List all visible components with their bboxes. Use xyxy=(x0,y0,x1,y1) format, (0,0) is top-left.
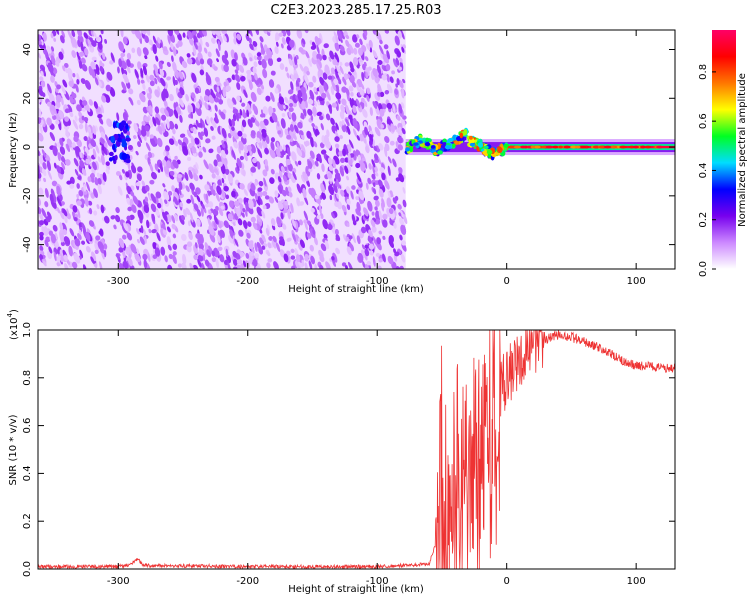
svg-text:(x104): (x104) xyxy=(6,309,20,340)
heatmap-cell xyxy=(118,137,122,142)
snr-multiplier-base: (x10 xyxy=(9,317,20,340)
y-tick-label: -40 xyxy=(22,236,33,252)
colorbar-tick-label: 0.0 xyxy=(698,261,709,277)
heatmap-cell xyxy=(109,152,114,156)
heatmap-cell xyxy=(497,147,503,153)
colorbar-tick-label: 0.8 xyxy=(698,64,709,80)
y-tick-label: 0.6 xyxy=(22,418,33,434)
heatmap-cell xyxy=(110,136,114,143)
x-tick-label: -300 xyxy=(107,276,130,287)
heatmap-cell xyxy=(448,138,454,142)
chart-title: C2E3.2023.285.17.25.R03 xyxy=(270,3,441,18)
heatmap-cell xyxy=(120,132,123,137)
heatmap-cell xyxy=(553,146,559,149)
heatmap-cell xyxy=(619,146,627,149)
heatmap-cell xyxy=(460,132,463,138)
y-tick-label: 0 xyxy=(22,144,33,150)
heatmap-cell xyxy=(125,138,131,142)
snr-multiplier-close: ) xyxy=(9,309,20,313)
heatmap-cell xyxy=(640,146,645,149)
heatmap-cell xyxy=(405,147,410,152)
heatmap-cell xyxy=(633,146,639,149)
heatmap-cell xyxy=(113,122,116,129)
heatmap-cell xyxy=(121,153,127,160)
heatmap-cell xyxy=(431,145,435,149)
x-tick-label: 100 xyxy=(627,576,646,587)
colorbar-tick-label: 0.6 xyxy=(698,113,709,129)
y-tick-label: 20 xyxy=(22,92,33,105)
heatmap-cell xyxy=(445,145,451,149)
colorbar: 0.0 0.2 0.4 0.6 0.8 Normalized spectral ampl… xyxy=(698,30,748,277)
heatmap-cell xyxy=(564,146,571,149)
spectrogram-ylabel: Frequency (Hz) xyxy=(8,112,19,188)
heatmap-cell xyxy=(115,155,118,161)
y-tick-label: 0.8 xyxy=(22,370,33,386)
x-tick-label: -200 xyxy=(236,576,259,587)
x-tick-label: -300 xyxy=(107,576,130,587)
heatmap-cell xyxy=(469,136,473,140)
snr-multiplier: (x104) xyxy=(6,309,20,340)
heatmap-cell xyxy=(548,146,553,149)
heatmap-cell xyxy=(530,146,535,149)
snr-xlabel: Height of straight line (km) xyxy=(288,584,424,595)
heatmap-cell xyxy=(604,146,611,149)
snr-series-line xyxy=(38,330,675,569)
heatmap-cell xyxy=(425,142,430,146)
heatmap-cell xyxy=(125,159,130,164)
heatmap-cell xyxy=(470,143,475,146)
y-tick-label: 40 xyxy=(22,43,33,56)
snr-ylabel: SNR (10 * v/v) xyxy=(8,414,19,485)
heatmap-cells xyxy=(35,24,675,273)
x-tick-label: 100 xyxy=(627,276,646,287)
heatmap-cell xyxy=(558,146,562,149)
heatmap-cell xyxy=(656,146,663,149)
heatmap-cell xyxy=(541,146,546,149)
snr-ticks: -300 -200 -100 0 1000.00.20.40.60.81.0 xyxy=(22,322,675,587)
spectrogram-panel: -300 -200 -100 0 100-40-2002040 Height of st… xyxy=(8,24,675,295)
heatmap-cell xyxy=(112,144,115,150)
heatmap-cell xyxy=(420,143,425,146)
heatmap-cell xyxy=(437,150,443,154)
heatmap-cell xyxy=(452,144,456,148)
heatmap-cell xyxy=(478,142,483,148)
snr-frame xyxy=(38,330,675,569)
heatmap-cell xyxy=(425,138,428,142)
heatmap-cell xyxy=(645,146,652,149)
heatmap-cell xyxy=(443,142,447,145)
snr-panel: -300 -200 -100 0 1000.00.20.40.60.81.0 Heigh… xyxy=(6,309,675,595)
y-tick-label: 0.2 xyxy=(22,513,33,529)
heatmap-cell xyxy=(484,145,489,149)
colorbar-tick-label: 0.4 xyxy=(698,162,709,178)
colorbar-gradient xyxy=(712,30,736,269)
x-tick-label: 0 xyxy=(503,576,509,587)
x-tick-label: -200 xyxy=(236,276,259,287)
heatmap-cell xyxy=(413,142,419,145)
heatmap-cell xyxy=(119,124,123,132)
colorbar-label: Normalized spectral amplitude xyxy=(737,73,748,227)
y-tick-label: -20 xyxy=(22,188,33,204)
heatmap-cell xyxy=(464,129,468,135)
heatmap-cell xyxy=(593,146,599,149)
heatmap-cell xyxy=(487,150,493,155)
colorbar-tick-label: 0.2 xyxy=(698,212,709,228)
spectrogram-xlabel: Height of straight line (km) xyxy=(288,284,424,295)
y-tick-label: 0.4 xyxy=(22,465,33,481)
heatmap-cell xyxy=(575,146,581,149)
y-tick-label: 1.0 xyxy=(22,322,33,338)
x-tick-label: 0 xyxy=(503,276,509,287)
heatmap-cell xyxy=(513,146,520,149)
y-tick-label: 0.0 xyxy=(22,561,33,577)
